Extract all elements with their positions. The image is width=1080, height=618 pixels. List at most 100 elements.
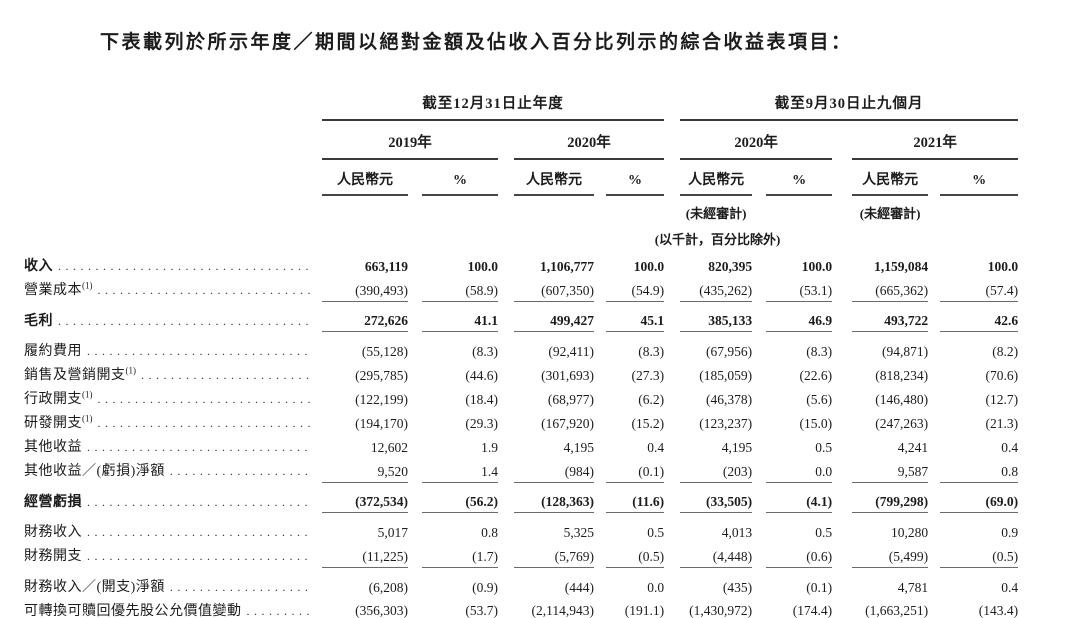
cell-value: (6.2) [638, 392, 665, 407]
column-gap [498, 519, 514, 543]
cell-value: 12,602 [370, 440, 408, 455]
row-label: 研發開支(1) [24, 410, 322, 434]
cell-value: (8.3) [472, 344, 498, 359]
column-gap [752, 253, 766, 277]
column-gap [408, 410, 422, 434]
scale-note: (以千計，百分比除外) [654, 232, 781, 247]
column-gap [594, 489, 606, 513]
cell-value: (0.1) [606, 458, 665, 483]
cell-value: 9,520 [322, 458, 408, 483]
table-row: 營業成本(1)(390,493) (58.9) (607,350) (54.9) (43… [24, 277, 1019, 302]
cell-value: (1.7) [422, 543, 498, 568]
column-gap [594, 308, 606, 332]
cell-value: 0.5 [647, 525, 665, 540]
column-gap [928, 410, 940, 434]
dot-leader [87, 440, 310, 455]
cell-value: (5,769) [514, 543, 594, 568]
unaudited-note: (未經審計) [685, 206, 747, 221]
cell-value: 46.9 [766, 307, 833, 332]
column-gap [498, 386, 514, 410]
cell-value: 4,013 [721, 525, 753, 540]
percent-header: % [940, 159, 1019, 196]
table-row: 其他收益／(虧損)淨額9,520 1.4 (984) (0.1) (203) 0.0 9,5… [24, 458, 1019, 483]
cell-value: (444) [564, 579, 594, 595]
row-label: 經營虧損 [24, 489, 322, 513]
column-gap [752, 386, 766, 410]
column-gap [752, 362, 766, 386]
cell-value: 0.4 [647, 440, 665, 455]
group-gap [664, 92, 680, 120]
column-gap [498, 489, 514, 513]
income-statement-table: 截至12月31日止年度 截至9月30日止九個月 2019年 2020年 2020… [24, 92, 1019, 618]
column-gap [664, 598, 680, 618]
column-gap [594, 386, 606, 410]
cell-value: (94,871) [881, 344, 929, 359]
column-gap [498, 338, 514, 362]
column-gap [408, 386, 422, 410]
column-gap [408, 489, 422, 513]
column-gap [928, 308, 940, 332]
column-gap [594, 598, 606, 618]
currency-header: 人民幣元 [322, 159, 408, 196]
cell-value: 820,395 [708, 259, 753, 274]
cell-value: (435,262) [680, 277, 753, 302]
percent-header: % [422, 159, 498, 196]
cell-value: (194,170) [355, 416, 408, 431]
row-label: 銷售及營銷開支(1) [24, 362, 322, 386]
cell-value: (128,363) [514, 488, 594, 513]
cell-value: 10,280 [890, 525, 929, 540]
column-gap [408, 598, 422, 618]
row-label: 毛利 [24, 308, 322, 332]
column-gap [498, 410, 514, 434]
column-gap [594, 574, 606, 598]
column-gap [594, 458, 606, 482]
column-gap [408, 543, 422, 567]
column-gap [664, 458, 680, 482]
header-year-row: 2019年 2020年 2020年 2021年 [24, 120, 1019, 160]
dot-leader [247, 604, 311, 618]
cell-value: (0.5) [606, 543, 665, 568]
column-gap [832, 338, 852, 362]
column-gap [928, 598, 940, 618]
column-gap [928, 362, 940, 386]
cell-value: (15.0) [799, 416, 833, 431]
table-row: 財務收入 5,017 0.8 5,325 0.5 4,013 0.5 10,280 0.9 [24, 519, 1018, 543]
dot-leader [87, 549, 310, 564]
cell-value: (92,411) [548, 344, 594, 359]
cell-value: (69.0) [940, 488, 1019, 513]
cell-value: 1,159,084 [874, 259, 929, 274]
cell-value: (5,499) [852, 543, 929, 568]
row-label: 營業成本(1) [24, 277, 322, 301]
cell-value: 499,427 [514, 307, 594, 332]
cell-value: (607,350) [514, 277, 594, 302]
column-gap [832, 362, 852, 386]
column-gap [498, 574, 514, 598]
cell-value: (67,956) [705, 344, 753, 359]
column-gap [408, 277, 422, 301]
cell-value: (0.9) [472, 579, 498, 595]
cell-value: (167,920) [541, 416, 594, 431]
cell-value: 272,626 [322, 307, 408, 332]
cell-value: (8.3) [806, 344, 833, 359]
row-label: 履約費用 [24, 338, 322, 362]
cell-value: 0.0 [766, 458, 833, 483]
year-2021-9m: 2021年 [852, 120, 1019, 160]
cell-value: 0.5 [815, 440, 833, 455]
column-gap [752, 277, 766, 301]
cell-value: 41.1 [422, 307, 498, 332]
column-gap [498, 362, 514, 386]
table-row: 銷售及營銷開支(1) (295,785) (44.6) (301,693) (27.3)… [24, 362, 1018, 386]
column-gap [928, 574, 940, 598]
cell-value: 9,587 [852, 458, 929, 483]
column-gap [664, 434, 680, 458]
cell-value: (53.7) [422, 597, 498, 618]
cell-value: (203) [680, 458, 753, 483]
column-gap [498, 458, 514, 482]
cell-value: (29.3) [465, 416, 498, 431]
column-gap [664, 338, 680, 362]
cell-value: (665,362) [852, 277, 929, 302]
column-gap [832, 410, 852, 434]
column-gap [498, 277, 514, 301]
cell-value: (799,298) [852, 488, 929, 513]
table-row: 可轉換可贖回優先股公允價值變動(356,303) (53.7) (2,114,943… [24, 597, 1019, 618]
